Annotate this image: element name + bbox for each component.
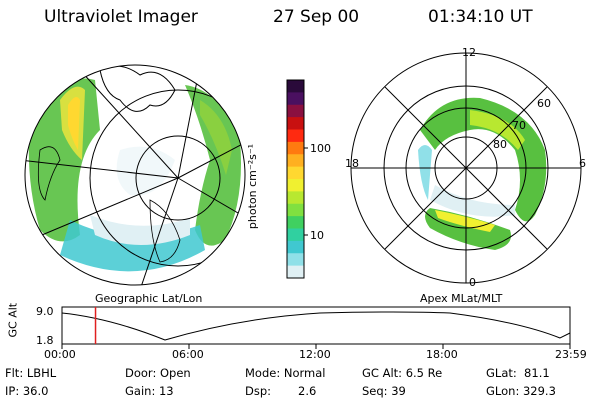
geo-caption: Geographic Lat/Lon (95, 292, 203, 305)
mlat-label-60: 60 (537, 97, 551, 110)
dsp-label: Dsp: (245, 384, 272, 398)
gain-readout: Gain: 13 (125, 384, 174, 398)
glon-readout: GLon: 329.3 (486, 384, 556, 398)
colorbar-cell (287, 228, 304, 242)
colorbar-cell (287, 104, 304, 118)
colorbar-cell (287, 117, 304, 131)
colorbar-cell (287, 166, 304, 180)
door-readout: Door: Open (125, 366, 191, 380)
filter-readout: Flt: LBHL (5, 366, 57, 380)
colorbar-cell (287, 240, 304, 254)
aurora-right-band (185, 85, 241, 246)
polar-plot (350, 52, 582, 284)
time-label: 01:34:10 UT (428, 7, 533, 27)
polar-caption: Apex MLat/MLT (420, 292, 503, 305)
colorbar-cell (287, 253, 304, 267)
colorbar-tick-10: 10 (310, 229, 324, 242)
seq-readout: Seq: 39 (362, 384, 406, 398)
colorbar-cell (287, 216, 304, 230)
colorbar-tick-100: 100 (310, 142, 331, 155)
mlt-label-18: 18 (345, 157, 359, 170)
gc-alt-readout: GC Alt: 6.5 Re (362, 366, 443, 380)
timeline-xtick: 18:00 (426, 348, 458, 361)
mode-readout: Mode: Normal (245, 366, 326, 380)
colorbar (286, 79, 308, 279)
glat-readout: GLat: 81.1 (486, 366, 550, 380)
mlat-label-70: 70 (512, 119, 526, 132)
ip-readout: IP: 36.0 (5, 384, 49, 398)
timeline-xtick: 12:00 (299, 348, 331, 361)
instrument-title: Ultraviolet Imager (44, 7, 198, 27)
date-label: 27 Sep 00 (273, 7, 360, 27)
timeline-xtick: 00:00 (44, 348, 76, 361)
colorbar-unit-label: photon cm⁻²s⁻¹ (246, 143, 260, 230)
colorbar-cell (287, 179, 304, 192)
mlt-label-0: 0 (469, 276, 476, 289)
altitude-timeline (61, 306, 571, 349)
timeline-xtick: 06:00 (172, 348, 204, 361)
colorbar-cell (287, 129, 304, 143)
timeline-ylabel: GC Alt (6, 302, 20, 338)
colorbar-cell (287, 141, 304, 155)
colorbar-cell (287, 92, 304, 106)
mlt-label-6: 6 (579, 157, 586, 170)
mlt-label-12: 12 (462, 46, 476, 59)
mlat-label-80: 80 (493, 138, 507, 151)
timeline-ytick-max: 9.0 (36, 305, 54, 318)
dsp-value: 2.6 (298, 384, 317, 398)
colorbar-cell (287, 191, 304, 205)
timeline-ytick-min: 1.8 (36, 334, 54, 347)
colorbar-cell (287, 203, 304, 217)
timeline-xtick: 23:59 (555, 348, 587, 361)
colorbar-cell (287, 265, 304, 279)
altitude-curve (61, 311, 571, 341)
geographic-map (24, 64, 246, 286)
colorbar-cell (287, 80, 304, 93)
colorbar-cell (287, 154, 304, 168)
